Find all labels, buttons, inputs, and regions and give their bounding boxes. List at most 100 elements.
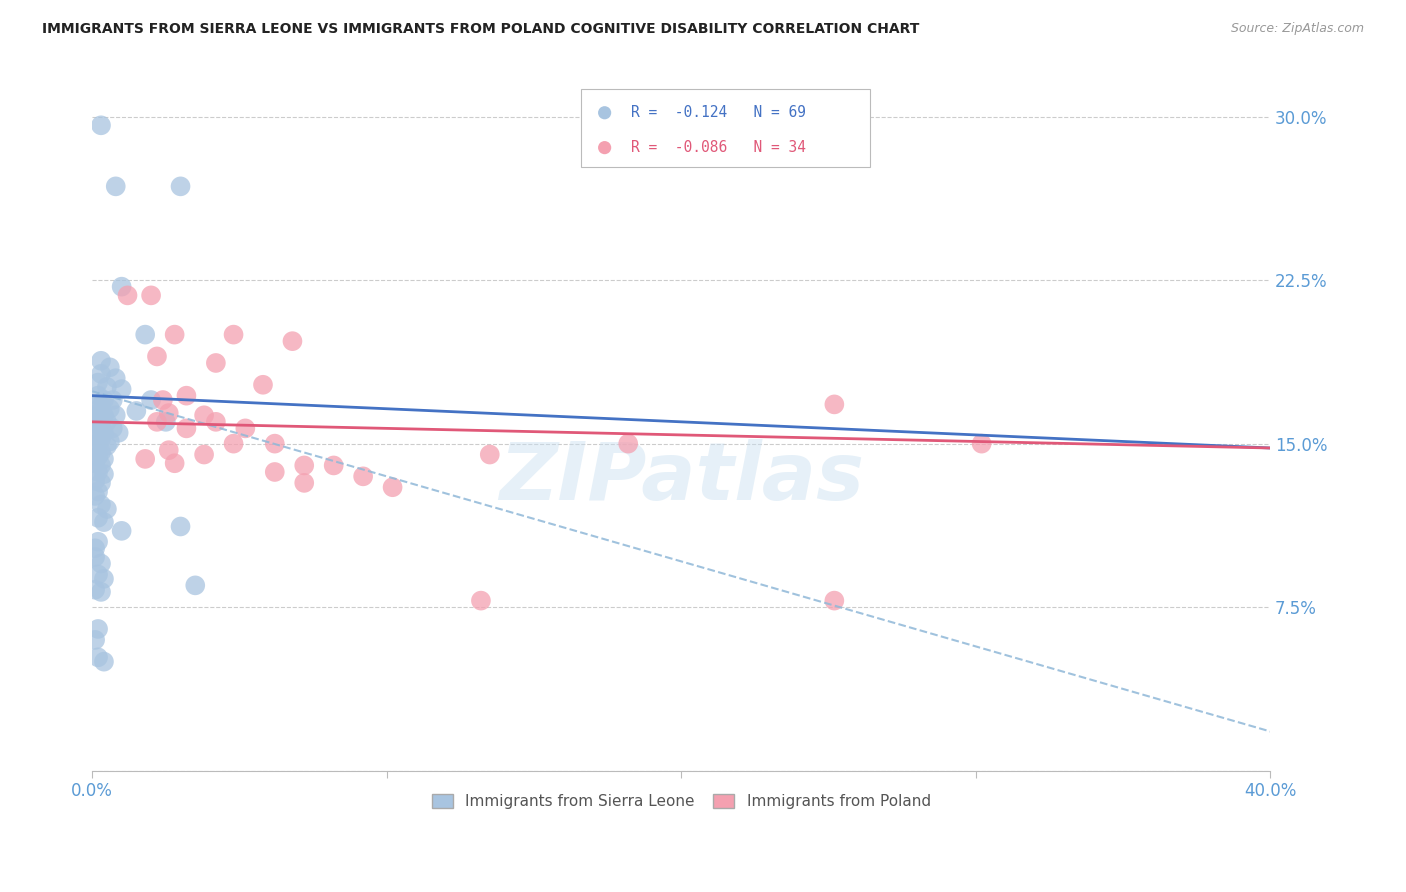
Point — [87, 412, 110, 426]
Point — [90, 118, 112, 132]
Point — [87, 424, 110, 438]
Point — [90, 400, 112, 414]
Point — [84, 410, 107, 425]
Point — [101, 421, 124, 435]
Point — [84, 443, 107, 458]
Point — [823, 397, 845, 411]
Point — [96, 415, 118, 429]
Point — [93, 451, 115, 466]
Point — [101, 392, 124, 407]
Point — [193, 448, 215, 462]
Point — [252, 377, 274, 392]
Point — [93, 655, 115, 669]
Point — [84, 541, 107, 556]
Point — [90, 585, 112, 599]
Text: Source: ZipAtlas.com: Source: ZipAtlas.com — [1230, 22, 1364, 36]
Point — [84, 397, 107, 411]
Point — [134, 451, 156, 466]
Point — [152, 392, 174, 407]
Point — [111, 279, 134, 293]
Point — [107, 425, 129, 440]
Point — [125, 404, 148, 418]
Point — [263, 436, 285, 450]
Point — [84, 632, 107, 647]
Point — [90, 458, 112, 473]
Point — [84, 549, 107, 564]
Point — [176, 389, 198, 403]
Point — [163, 456, 186, 470]
Point — [111, 382, 134, 396]
Point — [87, 534, 110, 549]
Point — [352, 469, 374, 483]
Point — [93, 572, 115, 586]
Point — [205, 356, 228, 370]
Point — [90, 445, 112, 459]
Point — [87, 650, 110, 665]
Point — [222, 327, 245, 342]
Point — [87, 567, 110, 582]
Point — [263, 465, 285, 479]
Point — [139, 288, 162, 302]
Point — [111, 524, 134, 538]
Point — [87, 406, 110, 420]
Point — [157, 443, 180, 458]
Text: IMMIGRANTS FROM SIERRA LEONE VS IMMIGRANTS FROM POLAND COGNITIVE DISABILITY CORR: IMMIGRANTS FROM SIERRA LEONE VS IMMIGRAN… — [42, 22, 920, 37]
Point — [87, 510, 110, 524]
Point — [93, 425, 115, 440]
Point — [84, 474, 107, 488]
Text: R =  -0.124   N = 69: R = -0.124 N = 69 — [630, 105, 806, 120]
Point — [87, 450, 110, 464]
Point — [84, 489, 107, 503]
Point — [90, 557, 112, 571]
Point — [104, 371, 127, 385]
Point — [146, 415, 169, 429]
Point — [134, 327, 156, 342]
Point — [322, 458, 344, 473]
Point — [193, 409, 215, 423]
Point — [87, 376, 110, 390]
Point — [176, 421, 198, 435]
Point — [222, 436, 245, 450]
Point — [617, 436, 640, 450]
Point — [139, 392, 162, 407]
Point — [823, 593, 845, 607]
Point — [292, 458, 315, 473]
FancyBboxPatch shape — [581, 89, 870, 167]
Point — [84, 582, 107, 597]
Point — [470, 593, 492, 607]
Point — [87, 389, 110, 403]
Text: ZIPatlas: ZIPatlas — [499, 439, 863, 516]
Point — [157, 406, 180, 420]
Point — [84, 456, 107, 470]
Text: R =  -0.086   N = 34: R = -0.086 N = 34 — [630, 140, 806, 155]
Point — [87, 622, 110, 636]
Point — [90, 475, 112, 490]
Point — [292, 475, 315, 490]
Point — [98, 360, 121, 375]
Point — [96, 380, 118, 394]
Point — [96, 439, 118, 453]
Point — [87, 465, 110, 479]
Point — [90, 367, 112, 381]
Point — [90, 432, 112, 446]
Point — [87, 436, 110, 450]
Point — [104, 409, 127, 423]
Point — [146, 350, 169, 364]
Point — [96, 502, 118, 516]
Point — [93, 515, 115, 529]
Point — [155, 415, 177, 429]
Point — [84, 430, 107, 444]
Point — [90, 419, 112, 434]
Point — [98, 401, 121, 416]
Point — [98, 434, 121, 449]
Legend: Immigrants from Sierra Leone, Immigrants from Poland: Immigrants from Sierra Leone, Immigrants… — [426, 788, 936, 815]
Point — [84, 417, 107, 431]
Point — [381, 480, 404, 494]
Point — [169, 179, 191, 194]
Point — [281, 334, 304, 348]
Point — [93, 392, 115, 407]
Point — [87, 484, 110, 499]
Point — [163, 327, 186, 342]
Point — [970, 436, 993, 450]
Point — [205, 415, 228, 429]
